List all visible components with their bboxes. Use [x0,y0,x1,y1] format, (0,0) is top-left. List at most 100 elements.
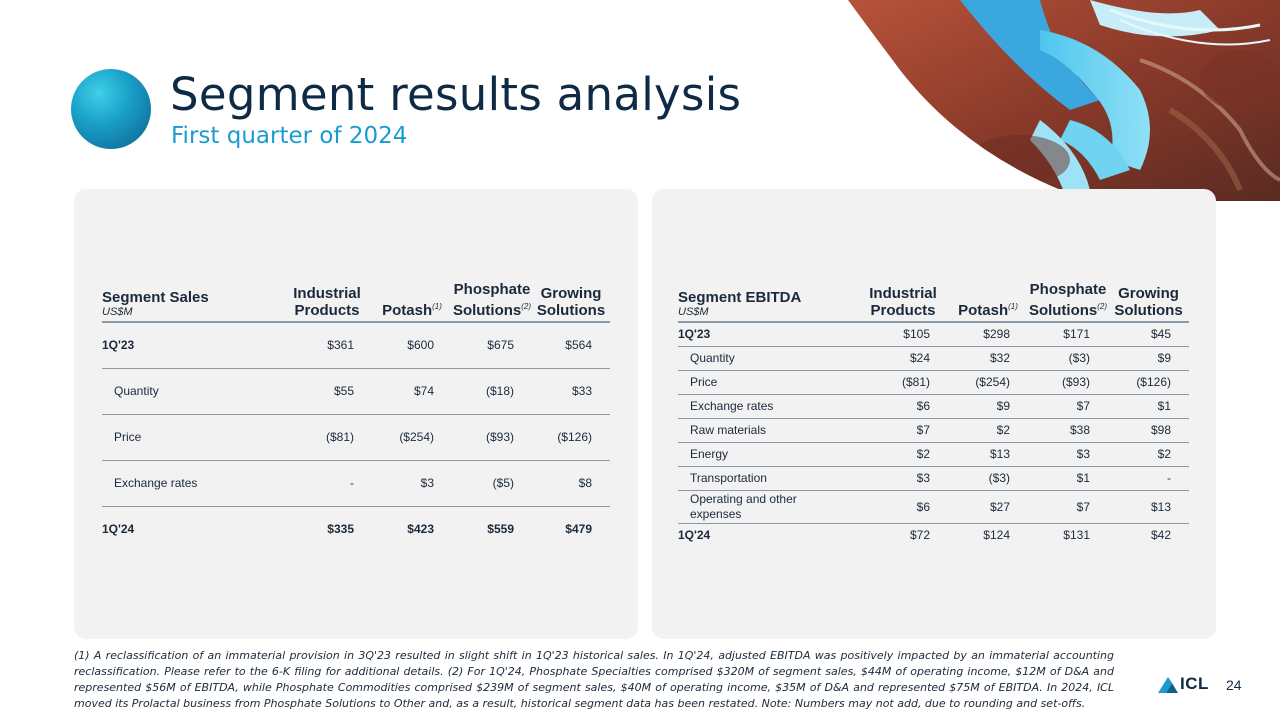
table-row: Exchange rates - $3 ($5) $8 [102,460,610,506]
cell-value: $9 [1157,351,1171,365]
cell-value: $9 [996,399,1010,413]
cell-value: $27 [989,499,1010,514]
footnote-ref: (1) [1008,302,1018,311]
segment-ebitda-table: Segment EBITDA US$M Industrial Products … [678,281,1189,547]
col-header-potash: Potash(1) [948,281,1028,322]
cell-value: $38 [1069,423,1090,437]
cell-value: $7 [1076,399,1090,413]
footnote-text: (1) A reclassification of an immaterial … [74,649,1114,710]
table-row: Quantity $24 $32 ($3) $9 [678,346,1189,370]
cell-value: ($81) [901,375,930,389]
col-header-phosphate-solutions: Phosphate Solutions(2) [1028,281,1108,322]
table-unit: US$M [678,306,709,318]
cell-value: $55 [333,384,354,398]
cell-value: $361 [327,338,354,353]
cell-value: $124 [983,528,1010,543]
row-label: Quantity [114,384,159,398]
table-header-row: Segment EBITDA US$M Industrial Products … [678,281,1189,322]
cell-value: ($126) [1136,375,1171,389]
row-label: 1Q'24 [678,528,711,543]
cell-value: $8 [578,476,592,490]
cell-value: $33 [571,384,592,398]
table-row: Exchange rates $6 $9 $7 $1 [678,394,1189,418]
col-header-label: Potash [958,302,1009,319]
cell-value: $479 [565,522,592,537]
table-title: Segment Sales [102,289,209,306]
cell-value: $1 [1157,399,1171,413]
row-label: Exchange rates [114,476,198,490]
row-label: 1Q'24 [102,522,135,537]
row-label: Transportation [690,471,767,485]
table-row-total: 1Q'24 $335 $423 $559 $479 [102,506,610,552]
cell-value: $72 [909,528,930,543]
table-row: Quantity $55 $74 ($18) $33 [102,368,610,414]
table-title-cell: Segment EBITDA US$M [678,281,858,322]
cell-value: $131 [1063,528,1090,543]
cell-value: ($18) [485,384,514,398]
cell-value: $13 [989,447,1010,461]
col-header-phosphate-solutions: Phosphate Solutions(2) [452,281,532,322]
cell-value: - [350,476,354,490]
cell-value: $7 [1076,499,1090,514]
cell-value: ($93) [1061,375,1090,389]
cell-value: $298 [983,327,1010,342]
table-row: Price ($81) ($254) ($93) ($126) [678,370,1189,394]
table-unit: US$M [102,306,133,318]
cell-value: $1 [1076,471,1090,485]
cell-value: $32 [989,351,1010,365]
cell-value: $600 [407,338,434,353]
brand-circle-graphic [71,69,151,149]
cell-value: $423 [407,522,434,537]
row-label: Quantity [690,351,735,365]
cell-value: ($5) [492,476,514,490]
cell-value: $98 [1150,423,1171,437]
cell-value: $13 [1150,499,1171,514]
cell-value: $7 [916,423,930,437]
cell-value: ($254) [399,430,434,444]
cell-value: $6 [916,499,930,514]
cell-value: $3 [1076,447,1090,461]
cell-value: $24 [909,351,930,365]
cell-value: - [1167,471,1171,485]
table-row: Operating and other expenses $6 $27 $7 $… [678,490,1189,523]
cell-value: $3 [916,471,930,485]
row-label: Price [114,430,142,444]
cell-value: $45 [1150,327,1171,342]
cell-value: ($3) [988,471,1010,485]
table-row: Transportation $3 ($3) $1 - [678,466,1189,490]
col-header-label: Potash [382,302,433,319]
col-header-growing-solutions: Growing Solutions [1114,285,1183,319]
row-label: 1Q'23 [678,327,711,342]
cell-value: ($81) [325,430,354,444]
cell-value: ($3) [1068,351,1090,365]
table-header-row: Segment Sales US$M Industrial Products P… [102,281,610,322]
table-row-total: 1Q'24 $72 $124 $131 $42 [678,523,1189,547]
row-label: Raw materials [690,423,767,437]
row-label: Exchange rates [690,399,774,413]
cell-value: $105 [903,327,930,342]
cell-value: $2 [996,423,1010,437]
page-title: Segment results analysis [170,68,742,121]
cell-value: ($254) [975,375,1010,389]
cell-value: $564 [565,338,592,353]
footnote-ref: (2) [1097,302,1108,311]
cell-value: $171 [1063,327,1090,342]
page-subtitle: First quarter of 2024 [171,123,408,149]
col-header-label: Phosphate Solutions [452,281,531,319]
col-header-industrial-products: Industrial Products [293,285,361,319]
row-label: Energy [690,447,729,461]
col-header-industrial-products: Industrial Products [869,285,937,319]
footnote-ref: (1) [432,302,442,311]
row-label: Operating and other expenses [690,491,797,521]
cell-value: $2 [1157,447,1171,461]
cell-value: $74 [413,384,434,398]
brand-name: ICL [1180,674,1209,693]
segment-ebitda-panel: Segment EBITDA US$M Industrial Products … [652,189,1216,639]
cell-value: ($93) [485,430,514,444]
footnote-ref: (2) [521,302,532,311]
segment-sales-panel: Segment Sales US$M Industrial Products P… [74,189,638,639]
col-header-growing-solutions: Growing Solutions [536,285,606,319]
row-label: 1Q'23 [102,338,135,353]
table-row: 1Q'23 $105 $298 $171 $45 [678,322,1189,346]
cell-value: $2 [916,447,930,461]
